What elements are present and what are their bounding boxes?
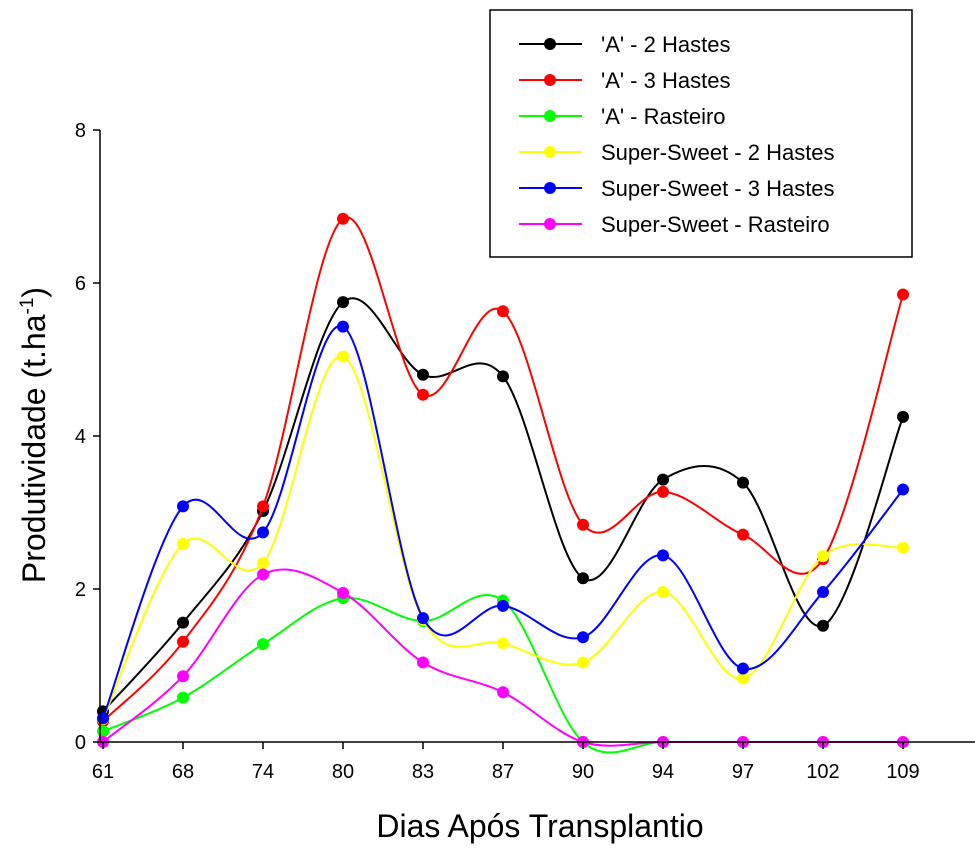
legend-swatch-marker: [544, 182, 556, 194]
x-tick-label: 68: [172, 761, 194, 783]
x-axis-title: Dias Após Transplantio: [376, 808, 703, 844]
series-group: [97, 350, 909, 726]
series-line: [102, 355, 904, 720]
data-point: [737, 672, 749, 685]
y-axis-title-end: ): [16, 287, 52, 298]
data-point: [577, 631, 589, 644]
data-point: [257, 500, 269, 513]
data-point: [577, 656, 589, 669]
y-axis-title-superscript: -1: [17, 298, 38, 315]
data-point: [497, 599, 509, 612]
legend: 'A' - 2 Hastes 'A' - 3 Hastes 'A' - Rastei…: [489, 9, 913, 258]
data-point: [897, 541, 909, 554]
x-tick-label: 74: [252, 761, 274, 783]
data-point: [337, 296, 349, 309]
data-point: [737, 662, 749, 675]
data-point: [177, 537, 189, 550]
series-line: [102, 325, 904, 719]
data-point: [497, 305, 509, 318]
data-point: [657, 549, 669, 562]
series-layer: [97, 212, 909, 754]
series-line: [102, 216, 904, 723]
x-tick-label: 109: [886, 761, 919, 783]
data-point: [257, 526, 269, 539]
x-tick-label: 87: [492, 761, 514, 783]
data-point: [737, 476, 749, 489]
data-point: [817, 550, 829, 563]
data-point: [417, 612, 429, 625]
y-tick-label: 6: [75, 273, 86, 295]
legend-label: 'A' - 3 Hastes: [601, 68, 730, 93]
data-point: [657, 473, 669, 486]
data-point: [817, 619, 829, 632]
legend-swatch-marker: [544, 38, 556, 50]
series-line: [102, 297, 904, 713]
legend-item: Super-Sweet - Rasteiro: [519, 212, 830, 237]
x-tick-label: 80: [332, 761, 354, 783]
legend-label: 'A' - Rasteiro: [601, 104, 726, 129]
x-tick-label: 90: [572, 761, 594, 783]
y-axis-title: Produtividade (t.ha-1): [16, 287, 52, 583]
data-point: [657, 485, 669, 498]
data-point: [177, 616, 189, 629]
data-point: [97, 712, 109, 725]
legend-label: Super-Sweet - 3 Hastes: [601, 176, 835, 201]
x-tick-label: 102: [806, 761, 839, 783]
data-point: [257, 568, 269, 581]
data-point: [337, 350, 349, 363]
x-tick-label: 94: [652, 761, 674, 783]
y-tick-label: 8: [75, 120, 86, 142]
legend-item: 'A' - Rasteiro: [519, 104, 726, 129]
data-point: [737, 528, 749, 541]
data-point: [817, 586, 829, 599]
x-tick-label: 61: [92, 761, 114, 783]
legend-item: Super-Sweet - 2 Hastes: [519, 140, 835, 165]
data-point: [417, 656, 429, 669]
legend-swatch-marker: [544, 110, 556, 122]
series-group: [97, 320, 909, 725]
data-point: [177, 691, 189, 704]
data-point: [657, 586, 669, 599]
y-tick-label: 4: [75, 426, 86, 448]
data-point: [417, 368, 429, 381]
data-point: [177, 670, 189, 683]
legend-item: Super-Sweet - 3 Hastes: [519, 176, 835, 201]
data-point: [497, 370, 509, 383]
data-point: [577, 572, 589, 585]
series-group: [97, 212, 909, 728]
legend-label: Super-Sweet - Rasteiro: [601, 212, 830, 237]
data-point: [337, 212, 349, 225]
data-point: [177, 635, 189, 648]
data-point: [897, 483, 909, 496]
legend-box: [489, 9, 913, 258]
x-tick-label: 97: [732, 761, 754, 783]
series-group: [97, 296, 909, 718]
data-point: [337, 586, 349, 599]
data-point: [337, 320, 349, 333]
data-point: [257, 556, 269, 569]
data-point: [577, 518, 589, 531]
data-point: [97, 725, 109, 738]
legend-swatch-marker: [544, 74, 556, 86]
y-tick-label: 0: [75, 732, 86, 754]
x-tick-label: 83: [412, 761, 434, 783]
data-point: [497, 637, 509, 650]
legend-swatch-marker: [544, 218, 556, 230]
data-point: [177, 500, 189, 513]
legend-swatch-marker: [544, 146, 556, 158]
data-point: [497, 686, 509, 699]
legend-item: 'A' - 2 Hastes: [519, 32, 730, 57]
y-axis-title-main: Produtividade (t.ha: [16, 314, 52, 583]
data-point: [897, 410, 909, 423]
data-point: [257, 638, 269, 651]
data-point: [417, 388, 429, 401]
y-tick-label: 2: [75, 579, 86, 601]
legend-label: Super-Sweet - 2 Hastes: [601, 140, 835, 165]
legend-item: 'A' - 3 Hastes: [519, 68, 730, 93]
legend-label: 'A' - 2 Hastes: [601, 32, 730, 57]
data-point: [897, 288, 909, 301]
